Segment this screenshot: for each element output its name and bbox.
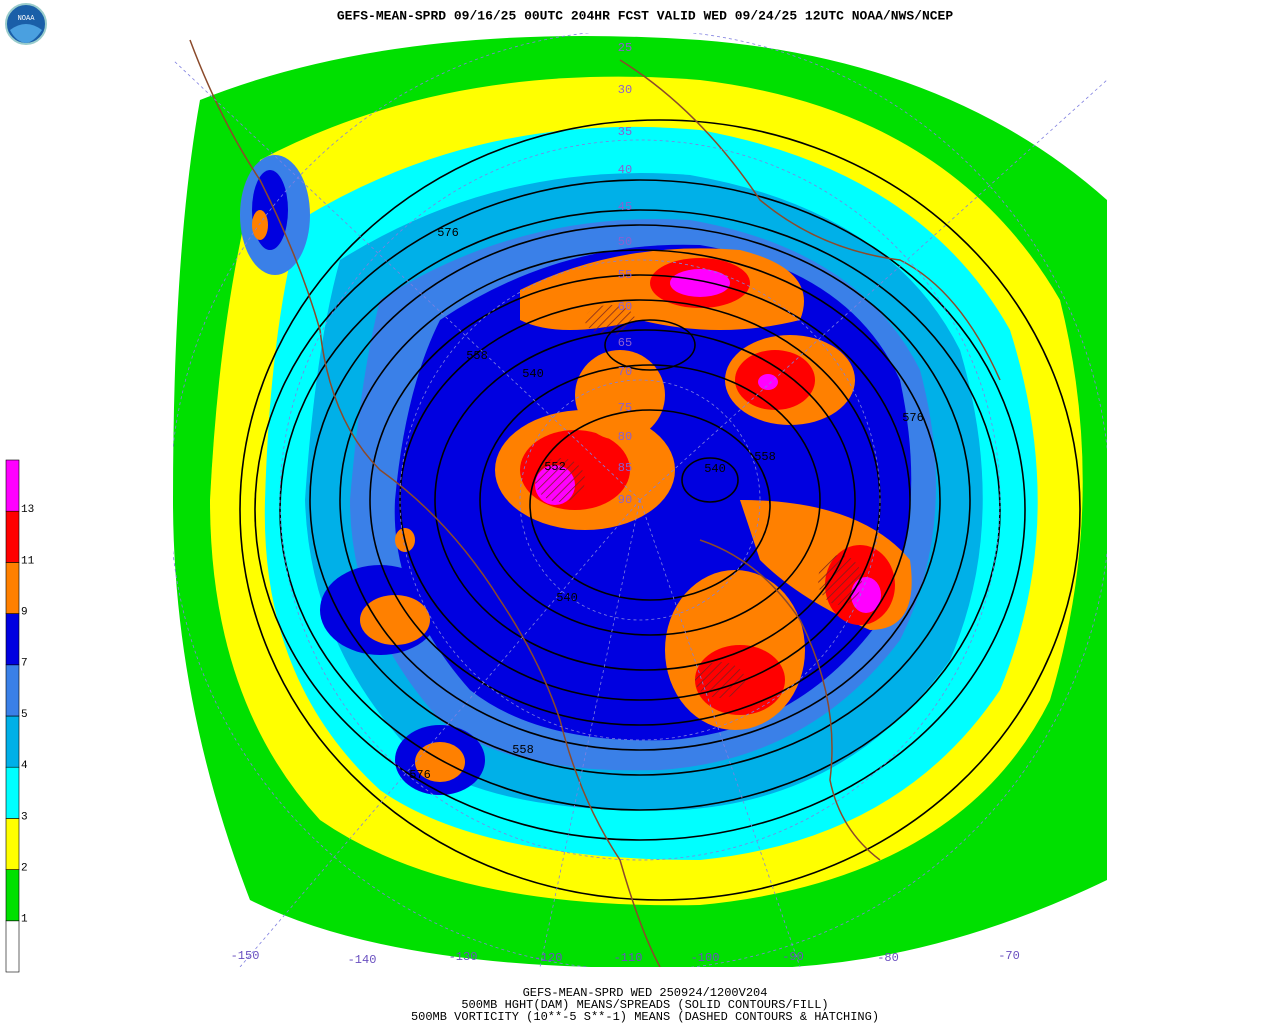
graticule-part	[639, 499, 801, 967]
latitude-label: 70	[618, 365, 632, 379]
latitude-label: 40	[618, 163, 632, 177]
contour-label: 576	[902, 411, 924, 425]
latitude-label: 75	[618, 401, 632, 415]
colorbar-segment	[5, 459, 20, 512]
map-part	[670, 269, 730, 297]
coastlines-part	[699, 539, 881, 861]
graticule-part	[639, 79, 1107, 501]
height-contours-part	[369, 274, 911, 726]
graticule	[173, 33, 1107, 967]
latitude-label: 85	[618, 461, 632, 475]
colorbar-label: 4	[21, 760, 28, 772]
latitude-label: 45	[618, 200, 632, 214]
graticule-part	[173, 59, 641, 501]
map	[173, 33, 1107, 967]
colorbar-label: 11	[21, 555, 35, 567]
height-contours-part	[339, 249, 941, 751]
logo: NOAA	[5, 3, 47, 45]
colorbar-label: 5	[21, 709, 28, 721]
map-part	[360, 595, 430, 645]
contour-label: 540	[556, 591, 578, 605]
height-contours-part	[529, 409, 771, 601]
colorbar-segment	[5, 869, 20, 922]
coastlines-part	[189, 39, 661, 967]
footer-line: 500MB VORTICITY (10**-5 S**-1) MEANS (DA…	[411, 1010, 879, 1024]
height-contours-part	[239, 119, 1081, 901]
latitude-label: 90	[618, 493, 632, 507]
map-part	[758, 374, 778, 390]
logo-text: NOAA	[18, 15, 36, 23]
colorbar-segment	[5, 818, 20, 870]
latitude-label: 65	[618, 336, 632, 350]
longitude-label: -150	[231, 949, 260, 963]
coastlines-part	[619, 59, 1001, 381]
height-contours-part	[681, 457, 739, 503]
colorbar-label: 2	[21, 863, 28, 875]
longitude-label: -80	[877, 951, 899, 965]
graticule-part	[539, 499, 641, 967]
graticule-part	[399, 259, 881, 741]
height-contours-part	[279, 209, 1001, 811]
colorbar-label: 13	[21, 504, 34, 516]
contour-label: 558	[512, 743, 534, 757]
longitude-label: -120	[534, 951, 563, 965]
map-part	[818, 555, 862, 605]
colorbar-segment	[5, 766, 20, 819]
longitude-label: -90	[782, 950, 804, 964]
colorbar-segment	[5, 562, 20, 614]
map-part	[535, 458, 585, 502]
graticule-part	[239, 499, 641, 967]
height-contours-part	[479, 364, 821, 636]
footer-line: 500MB HGHT(DAM) MEANS/SPREADS (SOLID CON…	[461, 998, 828, 1012]
longitude-label: -140	[348, 953, 377, 967]
height-contours-part	[309, 224, 971, 776]
latitude-label: 60	[618, 300, 632, 314]
colorbar-segment	[5, 920, 20, 973]
colorbar-label: 9	[21, 607, 28, 619]
contour-label: 576	[409, 768, 431, 782]
map-labels: -150 -140 -130 -120 -110 -100 -90 -80 -70 25 30 35 4…	[231, 41, 1020, 967]
height-contours-part	[254, 179, 1026, 841]
title: GEFS-MEAN-SPRD 09/16/25 00UTC 204HR FCST…	[337, 8, 953, 23]
colorbar-label: 7	[21, 658, 28, 670]
longitude-label: -130	[449, 950, 478, 964]
map-part	[252, 210, 268, 240]
map-part	[585, 305, 635, 335]
latitude-label: 55	[618, 268, 632, 282]
contour-label: 540	[704, 462, 726, 476]
contour-label: 558	[466, 349, 488, 363]
latitude-label: 30	[618, 83, 632, 97]
contour-label: 558	[754, 450, 776, 464]
latitude-label: 25	[618, 41, 632, 55]
latitude-label: 35	[618, 125, 632, 139]
colorbar-label: 1	[21, 914, 28, 926]
contour-label: 552	[544, 460, 566, 474]
longitude-label: -70	[998, 949, 1020, 963]
longitude-label: -100	[691, 951, 720, 965]
longitude-label: -110	[614, 951, 643, 965]
latitude-label: 80	[618, 430, 632, 444]
graticule-part	[519, 379, 761, 621]
height-contours-part	[434, 329, 856, 671]
colorbar-segment	[5, 664, 20, 717]
map-part	[695, 662, 745, 698]
latitude-label: 50	[618, 235, 632, 249]
map-part	[575, 350, 665, 440]
contour-label: 576	[437, 226, 459, 240]
graticule-part	[279, 139, 1001, 861]
coastlines	[189, 39, 1001, 967]
colorbar-segment	[5, 613, 20, 666]
contour-label: 540	[522, 367, 544, 381]
colorbar-segment	[5, 715, 20, 768]
height-contours-part	[604, 319, 696, 371]
colorbar-label: 3	[21, 811, 28, 823]
colorbar-segment	[5, 510, 20, 563]
footer-line: GEFS-MEAN-SPRD WED 250924/1200V204	[523, 986, 768, 1000]
logo-part	[10, 24, 42, 43]
